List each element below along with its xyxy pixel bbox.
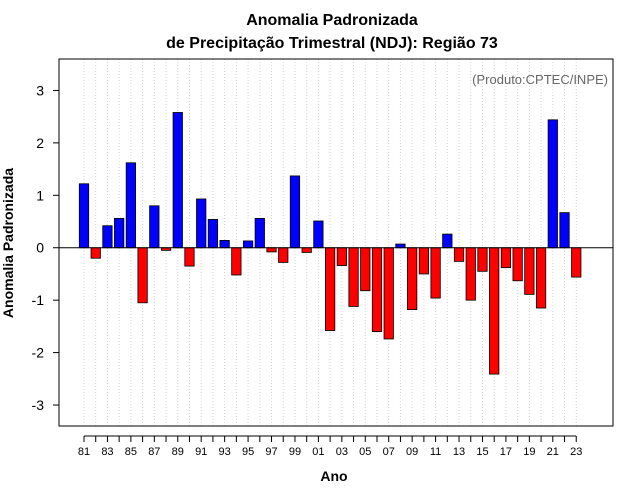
x-tick-label: 09 — [406, 446, 418, 458]
x-tick-label: 21 — [547, 446, 559, 458]
x-tick-label: 07 — [383, 446, 395, 458]
x-tick-label: 17 — [500, 446, 512, 458]
y-tick-label: 3 — [36, 82, 44, 98]
plot-frame — [58, 58, 614, 427]
bar-14 — [465, 247, 476, 301]
bar-89 — [172, 112, 183, 249]
bar-84 — [114, 217, 125, 249]
bar-91 — [196, 198, 207, 249]
y-tick-label: 2 — [36, 135, 44, 151]
bar-13 — [453, 247, 465, 262]
x-tick-label: 23 — [570, 446, 582, 458]
x-axis: 81 83 85 87 89 91 93 95 97 99 01 03 05 07 09 11 13 15 17 19… — [78, 435, 582, 458]
x-tick-label: 05 — [359, 446, 371, 458]
x-tick-label: 11 — [430, 446, 441, 458]
bar-87 — [149, 205, 160, 249]
x-tick-label: 19 — [523, 446, 535, 458]
bar-93 — [219, 239, 230, 249]
bar-19 — [524, 247, 535, 295]
bar-09 — [407, 247, 418, 311]
x-tick-label: 87 — [148, 446, 160, 458]
y-tick-label: 1 — [36, 187, 44, 203]
x-axis-label: Ano — [320, 468, 347, 484]
y-axis-label: Anomalia Padronizada — [0, 168, 16, 318]
bar-95 — [242, 240, 254, 249]
bar-11 — [430, 247, 441, 299]
x-tick-label: 15 — [476, 446, 488, 458]
bar-92 — [207, 219, 219, 249]
chart-title-line1: Anomalia Padronizada — [246, 12, 418, 29]
bar-18 — [512, 247, 523, 282]
x-tick-label: 89 — [172, 446, 184, 458]
bar-81 — [78, 183, 90, 249]
x-tick-label: 97 — [265, 446, 277, 458]
bar-99 — [289, 175, 301, 249]
credit-text: (Produto:CPTEC/INPE) — [472, 72, 608, 87]
x-tick-label: 85 — [125, 446, 137, 458]
bar-03 — [336, 247, 347, 266]
bar-94 — [231, 247, 242, 276]
x-tick-label: 95 — [242, 446, 254, 458]
bar-82 — [90, 247, 101, 259]
bar-00 — [301, 247, 312, 253]
bar-85 — [125, 162, 136, 249]
y-axis: 3 2 1 0 -1 -2 -3 — [32, 82, 59, 413]
y-tick-label: -2 — [32, 345, 45, 361]
bar-20 — [535, 247, 547, 309]
bar-86 — [137, 247, 148, 304]
bar-17 — [500, 247, 512, 269]
bar-05 — [360, 247, 371, 292]
chart-title-line2: de Precipitação Trimestral (NDJ): Região… — [166, 35, 498, 52]
bar-22 — [559, 212, 570, 249]
x-tick-label: 99 — [289, 446, 301, 458]
x-tick-label: 03 — [336, 446, 348, 458]
x-tick-label: 81 — [78, 446, 90, 458]
bar-12 — [442, 233, 453, 249]
x-tick-label: 01 — [312, 446, 324, 458]
bar-06 — [371, 247, 383, 333]
bar-08 — [395, 243, 406, 249]
bar-04 — [348, 247, 359, 307]
x-tick-label: 13 — [453, 446, 465, 458]
x-tick-label: 91 — [195, 446, 207, 458]
bar-07 — [383, 247, 394, 340]
bar-23 — [571, 247, 582, 278]
bar-10 — [418, 247, 429, 275]
y-tick-label: -1 — [32, 292, 45, 308]
bar-01 — [313, 220, 324, 249]
bar-15 — [477, 247, 488, 272]
y-tick-label: -3 — [32, 397, 45, 413]
bar-97 — [266, 247, 277, 253]
bar-98 — [278, 247, 289, 263]
bar-02 — [325, 247, 336, 331]
x-tick-label: 83 — [101, 446, 113, 458]
bar-21 — [547, 119, 558, 249]
bar-83 — [102, 225, 113, 249]
x-tick-label: 93 — [219, 446, 231, 458]
bar-90 — [184, 247, 195, 267]
y-tick-label: 0 — [36, 240, 44, 256]
bar-16 — [489, 247, 500, 375]
bars — [78, 112, 582, 375]
bar-96 — [254, 217, 265, 249]
